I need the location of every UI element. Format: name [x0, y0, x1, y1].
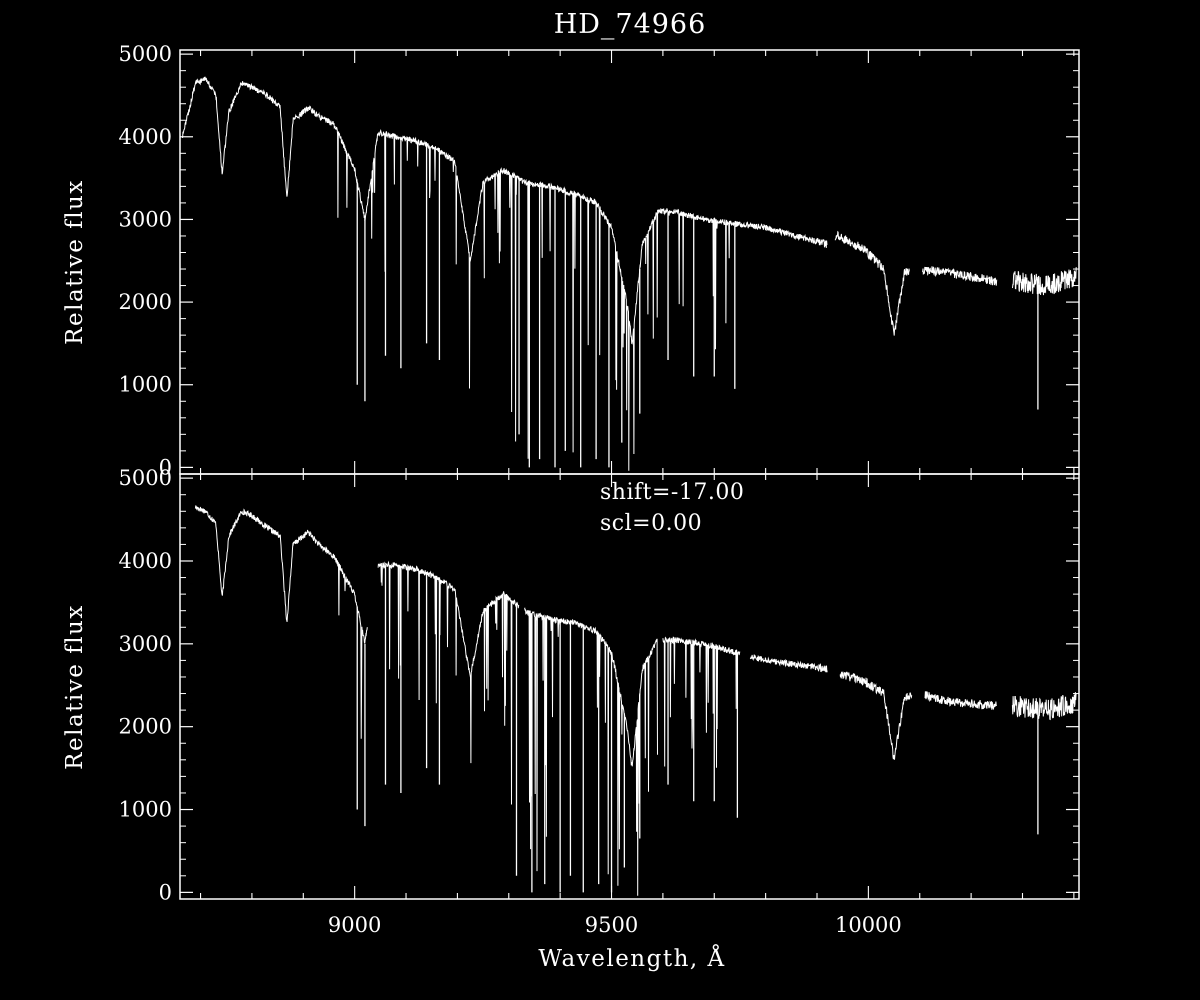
ytick-label-top-3000: 3000 [119, 207, 172, 231]
ytick-label-top-0: 0 [159, 455, 172, 479]
ytick-label-top-4000: 4000 [119, 125, 172, 149]
x-axis-label-bottom: Wavelength, Å [538, 944, 725, 972]
y-axis-label-top: Relative flux [62, 179, 88, 345]
ytick-label-top-1000: 1000 [119, 373, 172, 397]
annotation-bottom-0: shift=-17.00 [600, 480, 744, 505]
y-axis-label-bottom: Relative flux [62, 604, 88, 770]
xtick-label-bottom-9000: 9000 [328, 913, 381, 937]
xtick-label-bottom-10000: 10000 [835, 913, 902, 937]
xtick-label-bottom-9500: 9500 [585, 913, 638, 937]
spectrum-bottom-series-line [194, 505, 1077, 896]
spectrum-top-series-line [182, 75, 1077, 471]
figure-title: HD_74966 [554, 9, 707, 40]
ytick-label-bottom-2000: 2000 [119, 715, 172, 739]
ytick-label-bottom-5000: 5000 [119, 466, 172, 490]
top-spectrum-panel: 0 1000 2000 3000 4000 5000 Relative flux [62, 42, 1080, 479]
ytick-label-top-2000: 2000 [119, 290, 172, 314]
ytick-label-bottom-4000: 4000 [119, 549, 172, 573]
ytick-label-bottom-3000: 3000 [119, 632, 172, 656]
ytick-label-bottom-0: 0 [159, 880, 172, 904]
bottom-spectrum-panel: 0 1000 2000 3000 4000 5000 9000 9500 10000 Relati… [62, 466, 1080, 972]
axes-frame-bottom [179, 473, 1080, 900]
annotation-bottom-1: scl=0.00 [600, 511, 702, 536]
ytick-label-bottom-1000: 1000 [119, 798, 172, 822]
ytick-label-top-5000: 5000 [119, 42, 172, 66]
